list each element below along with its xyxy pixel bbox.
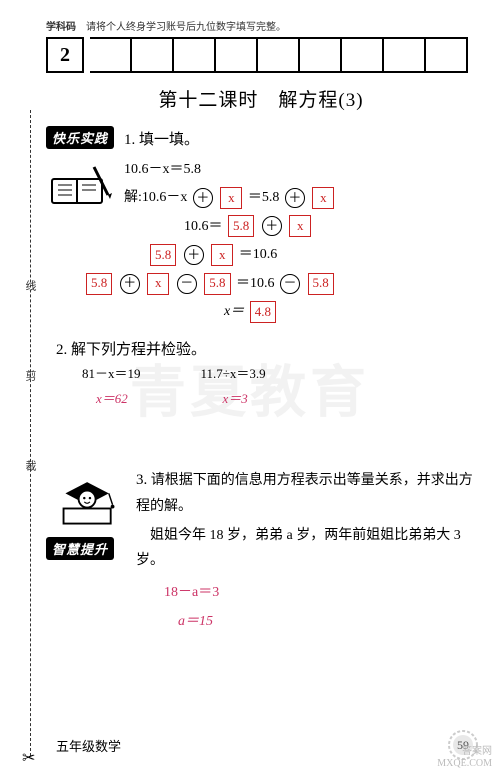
ans-box: 5.8 [150, 244, 176, 266]
code-cell-9[interactable] [426, 37, 468, 73]
q1-given: 10.6－x＝5.8 [124, 157, 476, 184]
q1-step4: 5.8 ＋ x － 5.8 ＝10.6 － 5.8 [84, 271, 476, 298]
site-watermark: 答案网 MXQE.COM [437, 746, 492, 770]
op-plus-icon: ＋ [285, 188, 305, 208]
q3-ans1: 18－a＝3 [136, 580, 476, 605]
practice-banner: 快乐实践 [46, 126, 114, 149]
ans-box: 5.8 [228, 215, 254, 237]
practice-icon: 快乐实践 [46, 126, 124, 215]
q1-step3: 5.8 ＋ x ＝10.6 [124, 242, 476, 269]
ans-box: 5.8 [308, 273, 334, 295]
op-plus-icon: ＋ [262, 216, 282, 236]
op-plus-icon: ＋ [120, 274, 140, 294]
code-row: 2 [46, 37, 476, 73]
ans-box: 5.8 [204, 273, 230, 295]
q1-step1: 解:10.6－x ＋ x ＝5.8 ＋ x [124, 185, 476, 212]
top-instruction: 请将个人终身学习账号后九位数字填写完整。 [86, 18, 286, 33]
q1-label: 1. 填一填。 [124, 126, 476, 155]
ans-box: x [211, 244, 233, 266]
ans-box: x [147, 273, 169, 295]
op-minus-icon: － [177, 274, 197, 294]
footer-subject: 五年级数学 [56, 736, 121, 755]
wisdom-icon: 智慧提升 [46, 467, 136, 560]
op-minus-icon: － [280, 274, 300, 294]
ans-box: x [220, 187, 242, 209]
code-cell-8[interactable] [384, 37, 426, 73]
q3-ans2: a＝15 [136, 609, 476, 634]
code-cell-3[interactable] [174, 37, 216, 73]
lesson-title: 第十二课时 解方程(3) [46, 85, 476, 112]
wisdom-banner: 智慧提升 [46, 537, 114, 560]
q3-text2: 姐姐今年 18 岁，弟弟 a 岁，两年前姐姐比弟弟大 3 岁。 [136, 523, 476, 573]
code-cell-2[interactable] [132, 37, 174, 73]
code-cell-7[interactable] [342, 37, 384, 73]
op-plus-icon: ＋ [184, 245, 204, 265]
q2-ans1: x＝62 [82, 388, 141, 407]
q2-col1: 81－x＝19 x＝62 [82, 363, 141, 407]
code-label: 学科码 [46, 18, 76, 33]
ans-box: 5.8 [86, 273, 112, 295]
q2-label: 2. 解下列方程并检验。 [56, 338, 476, 359]
scissors-icon: ✂ [22, 748, 35, 768]
q2-ans2: x＝3 [201, 388, 266, 407]
ans-box: x [289, 215, 311, 237]
q3-text: 3. 请根据下面的信息用方程表示出等量关系，并求出方程的解。 [136, 467, 476, 519]
code-cell-1[interactable] [90, 37, 132, 73]
q2-col2: 11.7÷x＝3.9 x＝3 [201, 363, 266, 407]
op-plus-icon: ＋ [193, 188, 213, 208]
q1-step2: 10.6＝ 5.8 ＋ x [124, 214, 476, 241]
code-cell-6[interactable] [300, 37, 342, 73]
q1-step5: x＝ 4.8 [124, 299, 476, 326]
code-cell-5[interactable] [258, 37, 300, 73]
code-cell-4[interactable] [216, 37, 258, 73]
ans-box: x [312, 187, 334, 209]
code-cell-0: 2 [46, 37, 84, 73]
ans-box: 4.8 [250, 301, 276, 323]
